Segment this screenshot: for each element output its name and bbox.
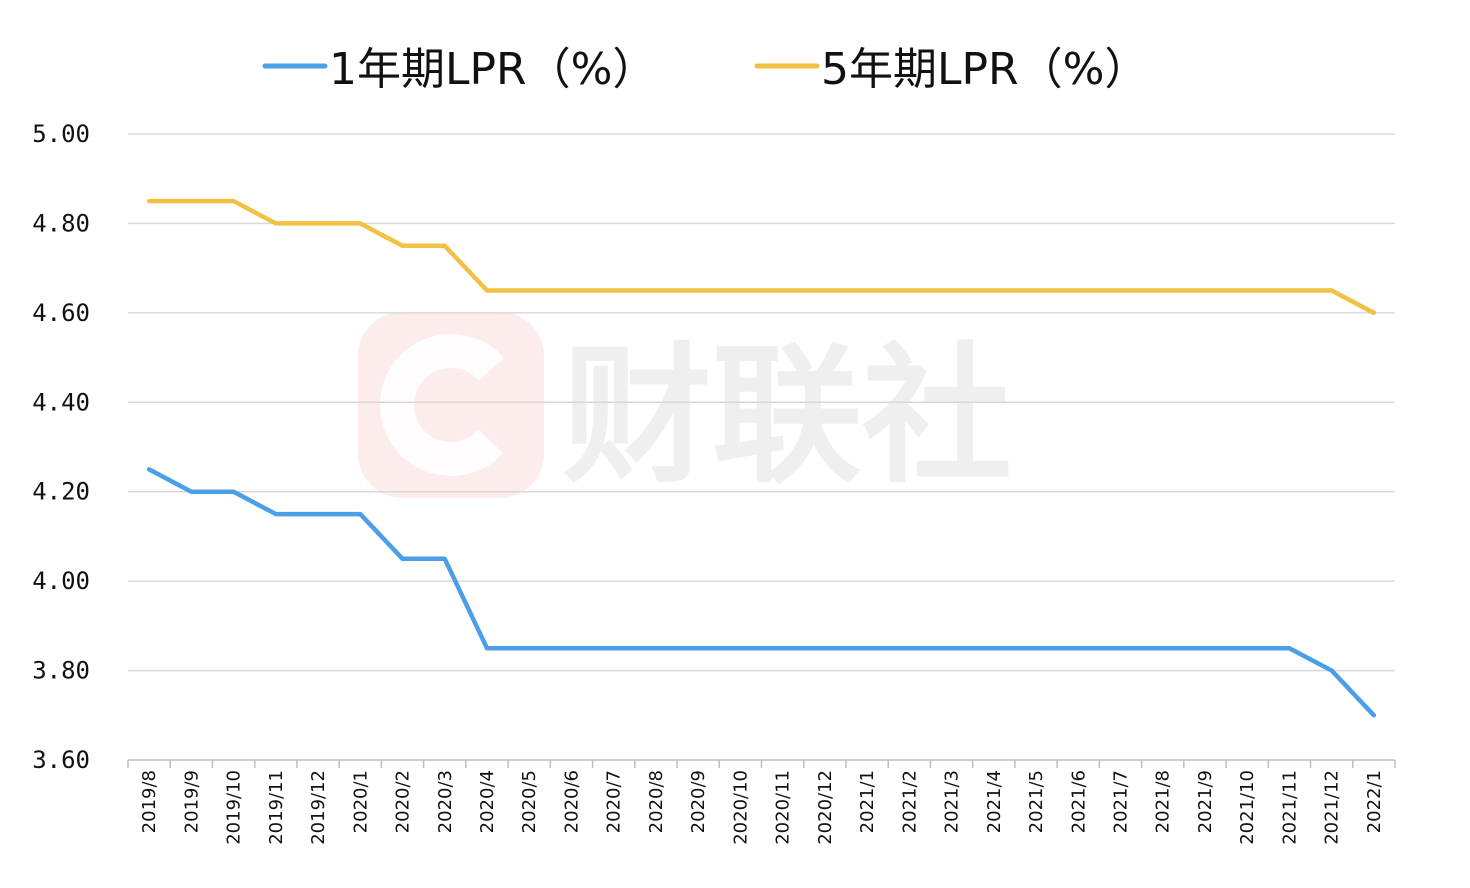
y-tick-label: 3.60: [32, 746, 90, 774]
x-tick-label: 2019/8: [139, 770, 160, 833]
x-tick-label: 2021/6: [1068, 770, 1089, 833]
series-line: [146, 467, 1377, 718]
x-tick-label: 2020/2: [393, 770, 414, 833]
x-tick-label: 2020/3: [435, 770, 456, 833]
x-tick-label: 2021/1: [857, 770, 878, 833]
x-tick-label: 2019/11: [266, 770, 287, 845]
series-group: [146, 467, 1377, 718]
y-tick-label: 5.00: [32, 120, 90, 148]
legend-item: 1年期LPR（%）: [262, 44, 656, 95]
x-tick-label: 2021/4: [984, 770, 1005, 833]
x-tick-label: 2020/12: [815, 770, 836, 845]
grid: [128, 133, 1395, 672]
x-tick-label: 2021/8: [1153, 770, 1174, 833]
legend-label: 1年期LPR（%）: [329, 44, 656, 95]
x-tick-label: 2020/5: [519, 770, 540, 833]
y-tick-label: 4.60: [32, 299, 90, 327]
series-group: [146, 198, 1377, 316]
x-tick-label: 2020/8: [646, 770, 667, 833]
x-tick-label: 2021/11: [1279, 770, 1300, 845]
x-tick-label: 2021/3: [942, 770, 963, 833]
legend-label: 5年期LPR（%）: [821, 44, 1148, 95]
x-tick-label: 2021/10: [1237, 770, 1258, 845]
x-tick-label: 2022/1: [1364, 770, 1385, 833]
x-tick-label: 2019/10: [224, 770, 245, 845]
x-tick-label: 2020/11: [773, 770, 794, 845]
legend-item: 5年期LPR（%）: [754, 44, 1148, 95]
x-tick-label: 2020/7: [604, 770, 625, 833]
legend: 1年期LPR（%） 5年期LPR（%）: [262, 44, 1148, 95]
x-axis: 2019/8 2019/9 2019/10 2019/11 2019/12 2020/1 2…: [127, 759, 1396, 845]
y-tick-label: 4.80: [32, 209, 90, 237]
x-tick-label: 2021/2: [899, 770, 920, 833]
watermark-text: 财联社: [562, 330, 1012, 504]
x-tick-label: 2021/12: [1322, 770, 1343, 845]
series-line: [146, 198, 1377, 316]
y-tick-label: 4.40: [32, 388, 90, 416]
x-tick-label: 2021/9: [1195, 770, 1216, 833]
y-axis: 3.60 3.80 4.00 4.20 4.40 4.60 4.80 5.00: [32, 120, 90, 774]
x-tick-label: 2021/5: [1026, 770, 1047, 833]
x-tick-label: 2019/9: [181, 770, 202, 833]
x-tick-label: 2020/1: [350, 770, 371, 833]
x-tick-label: 2020/10: [730, 770, 751, 845]
watermark: 财联社: [358, 312, 1012, 504]
series: [146, 198, 1377, 718]
y-tick-label: 4.00: [32, 567, 90, 595]
y-tick-label: 3.80: [32, 657, 90, 685]
x-tick-label: 2019/12: [308, 770, 329, 845]
x-tick-label: 2020/9: [688, 770, 709, 833]
watermark-logo-ring: [380, 334, 522, 476]
y-tick-label: 4.20: [32, 478, 90, 506]
x-tick-label: 2020/6: [561, 770, 582, 833]
x-tick-label: 2020/4: [477, 770, 498, 833]
x-tick-label: 2021/7: [1110, 770, 1131, 833]
